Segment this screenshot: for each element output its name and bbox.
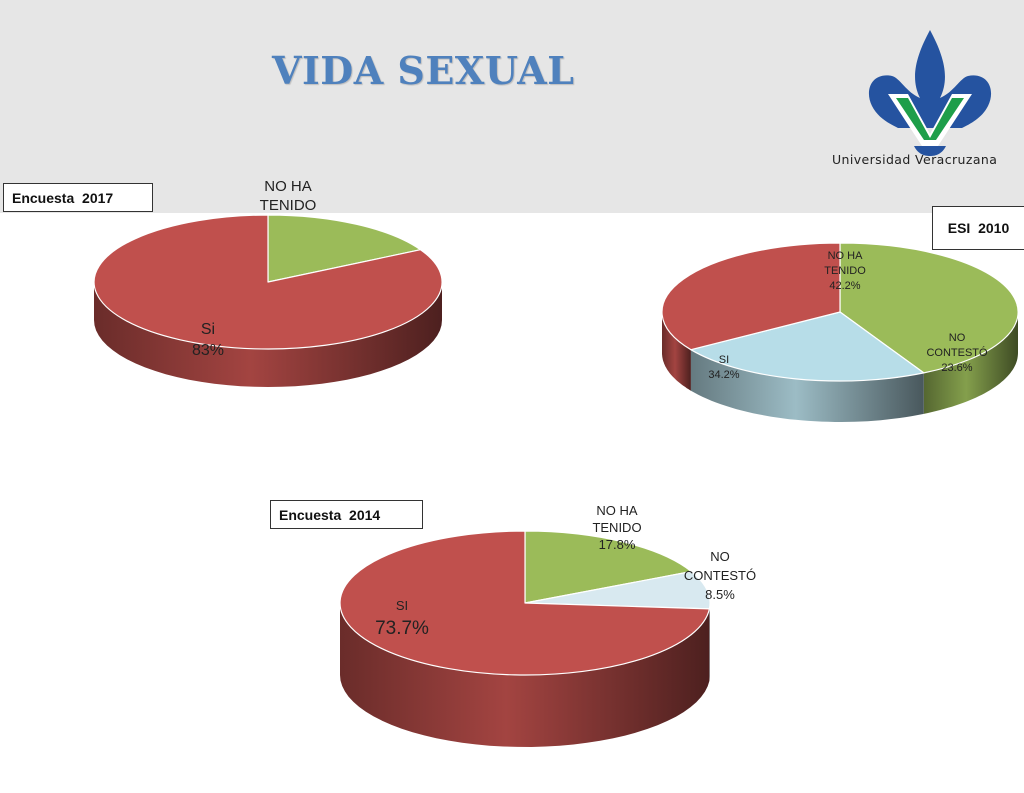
- pie-label-1-1: NO CONTESTÓ 23.6%: [926, 332, 988, 374]
- pie-chart-2: NO HA TENIDO 17.8% NO CONTESTÓ 8.5% SI 73.7%: [339, 503, 756, 747]
- pie-label-2-2: SI 73.7%: [375, 598, 429, 639]
- header-band: [0, 0, 1024, 213]
- pie-label-1-0: NO HA TENIDO 42.2%: [824, 250, 866, 292]
- pie-label-2-1: NO CONTESTÓ 8.5%: [684, 549, 756, 602]
- pie-slice-1-0: [839, 242, 1019, 374]
- pie-label-0-1: Si 83%: [192, 321, 224, 359]
- university-logo-icon: [868, 30, 992, 156]
- pie-side-1-0: [923, 312, 1018, 414]
- pie-slice-1-2: [661, 242, 841, 351]
- pie-chart-0: NO HA TENIDO Si 83%: [93, 178, 443, 387]
- pie-side-0-1: [94, 282, 442, 387]
- pie-slice-0-0: [267, 214, 422, 283]
- pie-slice-2-1: [524, 570, 711, 610]
- pie-chart-1: NO HA TENIDO 42.2% NO CONTESTÓ 23.6% SI 34.2%: [661, 242, 1019, 422]
- survey-label-2017: Encuesta 2017: [3, 183, 153, 212]
- pie-label-2-0: NO HA TENIDO 17.8%: [592, 503, 641, 552]
- pie-slice-2-0: [524, 530, 692, 604]
- pie-label-1-2: SI 34.2%: [708, 354, 739, 381]
- pie-label-0-0: NO HA TENIDO: [260, 178, 317, 214]
- survey-label-2010: ESI 2010: [932, 206, 1024, 250]
- survey-label-2014: Encuesta 2014: [270, 500, 423, 529]
- university-name: Universidad Veracruzana: [832, 152, 998, 167]
- pie-side-1-1: [690, 349, 924, 422]
- pie-slice-0-1: [93, 214, 443, 350]
- page-title: VIDA SEXUAL: [272, 48, 575, 93]
- pie-slice-1-1: [690, 311, 925, 382]
- pie-side-2-1: [709, 603, 710, 681]
- pie-slice-2-2: [339, 530, 710, 676]
